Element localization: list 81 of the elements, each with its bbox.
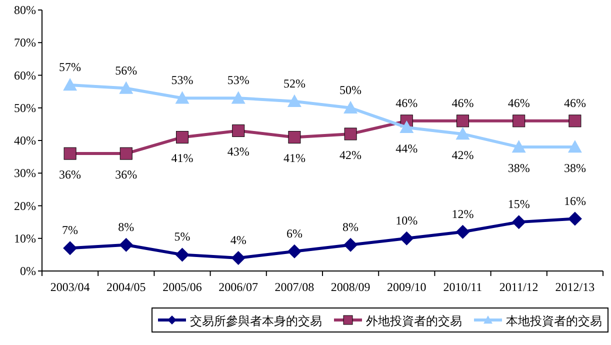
point — [287, 244, 302, 258]
data-label: 5% — [174, 230, 190, 244]
point — [63, 78, 78, 91]
data-label: 41% — [171, 151, 194, 166]
y-tick-label: 20% — [14, 198, 36, 213]
point — [64, 147, 76, 160]
point — [456, 114, 469, 128]
point — [231, 91, 246, 104]
x-tick-label: 2009/10 — [386, 280, 426, 294]
data-label: 46% — [452, 96, 474, 110]
data-label: 46% — [564, 96, 586, 110]
x-tick-label: 2008/09 — [330, 280, 370, 294]
data-label: 52% — [283, 76, 306, 90]
point — [512, 215, 526, 230]
point — [568, 114, 582, 128]
point — [288, 130, 301, 144]
data-label: 6% — [286, 226, 302, 240]
x-tick-label: 2007/08 — [274, 280, 314, 294]
data-label: 46% — [396, 96, 418, 110]
x-tick-label: 2005/06 — [162, 280, 202, 294]
y-tick-label: 50% — [14, 100, 36, 115]
data-label: 8% — [342, 220, 359, 234]
y-tick-label: 70% — [14, 36, 36, 50]
point — [63, 241, 78, 256]
data-label: 57% — [59, 60, 82, 74]
data-label: 53% — [227, 73, 250, 88]
point — [344, 238, 358, 252]
data-label: 36% — [115, 168, 138, 182]
x-tick-label: 2011/12 — [499, 280, 538, 294]
data-label: 4% — [230, 232, 246, 247]
y-tick-label: 80% — [14, 3, 36, 17]
point — [512, 114, 526, 128]
data-label: 38% — [508, 161, 530, 176]
y-tick-label: 30% — [14, 166, 36, 180]
data-label: 42% — [452, 148, 474, 162]
point — [175, 91, 190, 104]
y-tick-label: 10% — [14, 231, 36, 246]
point — [456, 126, 470, 140]
point — [512, 140, 526, 153]
point — [120, 147, 132, 160]
point — [568, 140, 582, 153]
point — [232, 124, 245, 137]
data-label: 42% — [340, 148, 362, 162]
point — [344, 128, 357, 140]
data-label: 38% — [564, 161, 586, 176]
data-label: 8% — [118, 220, 134, 234]
point — [568, 212, 582, 226]
point — [176, 130, 188, 144]
point — [400, 120, 414, 134]
data-label: 7% — [62, 223, 78, 238]
legend-label: 外地投資者的交易 — [366, 314, 462, 328]
data-label: 15% — [508, 197, 530, 212]
data-label: 43% — [227, 144, 250, 159]
x-tick-label: 2004/05 — [106, 280, 146, 294]
data-label: 44% — [396, 141, 418, 156]
point — [400, 231, 414, 246]
point — [175, 248, 190, 262]
point — [344, 100, 358, 114]
data-label: 41% — [283, 151, 306, 166]
y-tick-label: 60% — [14, 68, 36, 82]
point — [287, 94, 302, 107]
x-tick-label: 2003/04 — [50, 280, 90, 294]
data-label: 12% — [452, 206, 474, 221]
point — [119, 238, 134, 252]
data-label: 10% — [396, 213, 418, 228]
y-tick-label: 40% — [14, 134, 36, 148]
data-label: 46% — [508, 96, 530, 110]
point — [119, 81, 134, 94]
data-label: 16% — [564, 194, 586, 208]
x-tick-label: 2010/11 — [443, 280, 482, 294]
x-tick-label: 2012/13 — [555, 280, 595, 294]
point — [456, 224, 470, 239]
legend-label: 本地投資者的交易 — [506, 314, 602, 328]
point — [231, 250, 246, 265]
legend-label: 交易所參與者本身的交易 — [190, 314, 322, 328]
data-label: 36% — [59, 168, 82, 182]
x-tick-label: 2006/07 — [218, 280, 258, 294]
data-label: 50% — [340, 82, 362, 97]
y-tick-label: 0% — [20, 264, 36, 278]
data-label: 53% — [171, 73, 194, 88]
data-label: 56% — [115, 63, 138, 78]
